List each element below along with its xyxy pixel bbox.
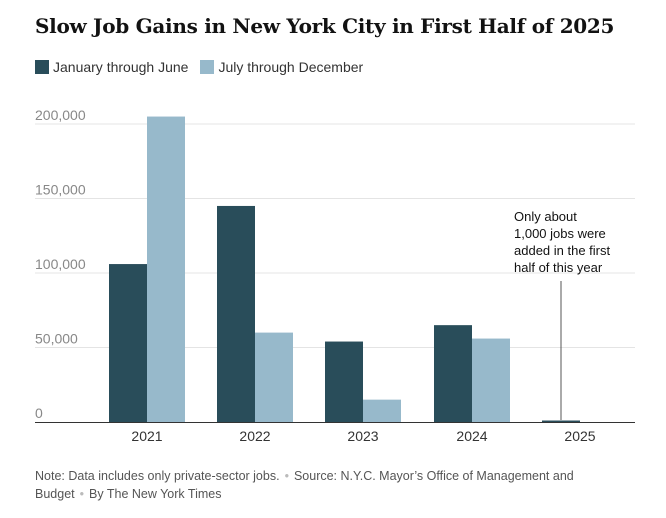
footer-separator: • [284,469,289,483]
legend-item-first-half: January through June [35,59,188,75]
legend-item-second-half: July through December [200,59,363,75]
x-tick-label: 2024 [456,428,487,444]
bar-first-half-2025 [542,420,580,422]
annotation-text-line: Only about [514,209,577,224]
bar-chart: 0 50,000 100,000 150,000 200,000 2021 2022 2023… [35,107,635,444]
x-tick-label: 2022 [239,428,270,444]
annotation-text-line: half of this year [514,260,603,275]
footer-separator: • [79,487,85,501]
footer-credit: By The New York Times [89,487,222,501]
legend-label-first-half: January through June [53,59,189,75]
bar-first-half-2023 [325,341,363,422]
bar-first-half-2024 [434,325,472,422]
footer: Note: Data includes only private-sector … [35,467,605,503]
x-tick-label: 2021 [131,428,162,444]
x-tick-label: 2025 [564,428,595,444]
bar-first-half-2022 [217,205,255,422]
legend-swatch-first-half [35,60,49,74]
x-tick-label: 2023 [347,428,378,444]
footer-source: Source: N.Y.C. Mayor’s Office of Managem… [35,469,574,501]
bar-second-half-2022 [255,332,293,422]
annotation-text-line: added in the first [514,243,611,258]
chart-title: Slow Job Gains in New York City in First… [35,14,615,38]
y-tick-label: 0 [35,405,43,421]
bar-second-half-2023 [363,399,401,422]
bar-first-half-2021 [109,264,147,422]
y-tick-label: 100,000 [35,256,86,272]
legend-swatch-second-half [200,60,215,74]
y-tick-label: 200,000 [35,107,86,123]
legend: January through June July through Decemb… [35,59,375,75]
y-tick-label: 50,000 [35,331,78,347]
legend-label-second-half: July through December [218,59,364,75]
bar-second-half-2021 [147,116,185,423]
footer-note: Note: Data includes only private-sector … [35,469,280,483]
bar-second-half-2024 [472,338,510,422]
annotation-text-line: 1,000 jobs were [514,226,606,241]
y-tick-label: 150,000 [35,182,86,198]
